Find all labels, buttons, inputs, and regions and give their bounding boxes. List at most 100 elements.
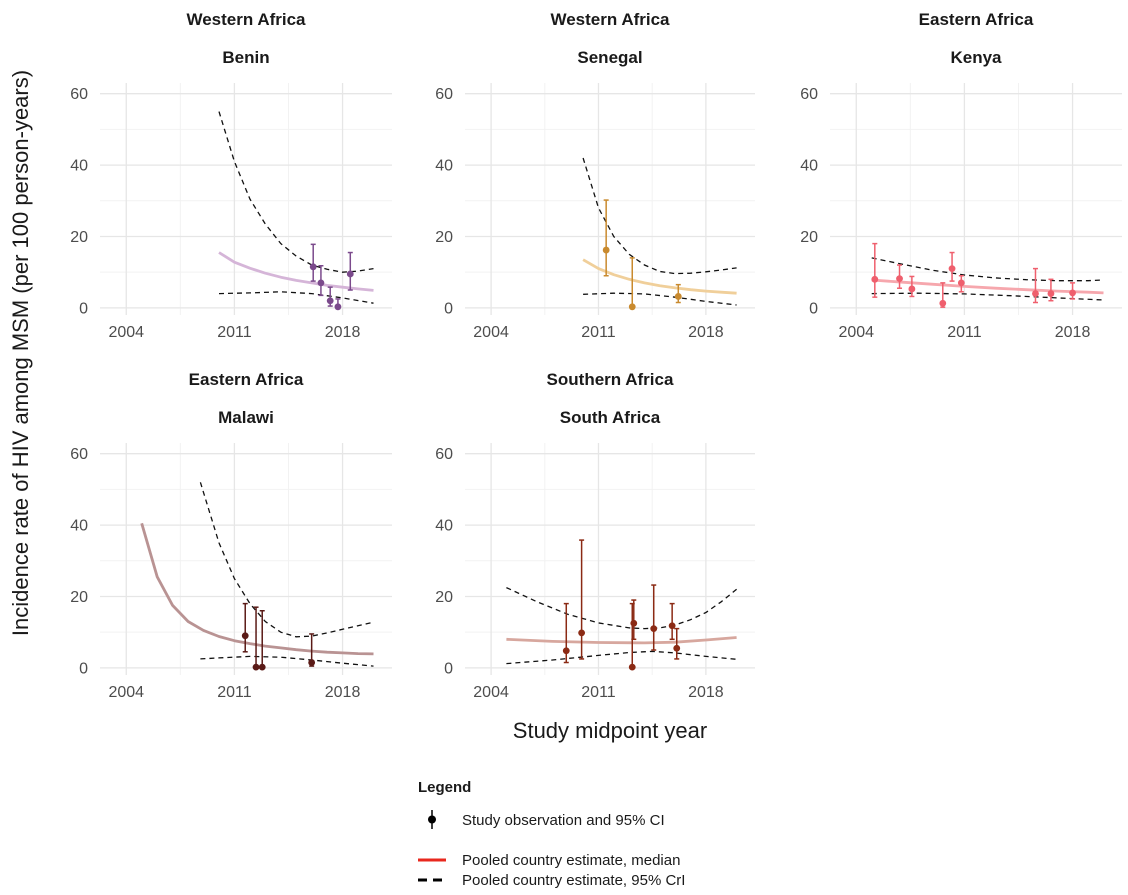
legend-observation-label: Study observation and 95% CI (462, 812, 665, 829)
crl-lower-line (218, 291, 374, 304)
x-tick-label: 2004 (838, 324, 874, 341)
y-tick-label: 20 (435, 589, 453, 606)
x-tick-label: 2011 (581, 684, 616, 701)
y-tick-label: 40 (70, 518, 88, 535)
panel-malawi: 2004 2011 2018 0 20 40 60 Eastern Africa Malawi (70, 370, 392, 701)
panel-benin: 2004 2011 2018 0 20 40 60 Western Africa Benin (70, 10, 392, 341)
observation-point (957, 279, 965, 287)
x-tick-label: 2011 (947, 324, 982, 341)
y-tick-label: 20 (70, 229, 88, 246)
observation-point (1032, 290, 1039, 297)
observation-point (871, 275, 879, 283)
x-tick-label: 2018 (325, 324, 361, 341)
y-tick-label: 0 (444, 660, 453, 677)
observation-point (668, 622, 676, 630)
panel-region-label: Western Africa (550, 10, 670, 29)
observation-point (562, 647, 570, 655)
legend-item-crl: Pooled country estimate, 95% CrI (418, 872, 685, 889)
x-tick-label: 2011 (581, 324, 616, 341)
legend-item-observation: Study observation and 95% CI (428, 810, 665, 829)
legend-item-median: Pooled country estimate, median (418, 852, 680, 869)
observation-point (674, 293, 682, 300)
crl-upper-line (218, 111, 374, 273)
y-tick-label: 0 (444, 300, 453, 317)
y-tick-label: 0 (79, 660, 88, 677)
y-tick-label: 20 (70, 589, 88, 606)
observation-point (650, 625, 658, 632)
observation-point (630, 619, 638, 627)
crl-upper-line (199, 482, 374, 638)
panel-region-label: Eastern Africa (919, 10, 1034, 29)
legend-crl-label: Pooled country estimate, 95% CrI (462, 872, 685, 889)
x-tick-label: 2011 (217, 684, 252, 701)
observation-point (308, 659, 316, 666)
observation-point (628, 663, 636, 671)
observation-point (241, 632, 249, 640)
y-tick-label: 40 (70, 158, 88, 175)
observation-point (317, 279, 325, 287)
x-tick-label: 2018 (325, 684, 361, 701)
x-tick-label: 2004 (108, 684, 144, 701)
y-tick-label: 60 (435, 446, 453, 463)
y-tick-label: 60 (70, 86, 88, 103)
crl-lower-line (506, 650, 737, 665)
panel-country-label: South Africa (560, 408, 661, 427)
y-axis-label: Incidence rate of HIV among MSM (per 100… (8, 70, 33, 636)
y-tick-label: 60 (70, 446, 88, 463)
panel-south-africa: 2004 2011 2018 0 20 40 60 Southern Africa South … (435, 370, 755, 701)
panel-country-label: Kenya (950, 48, 1002, 67)
observation-point (578, 629, 586, 637)
observation-point (252, 663, 260, 671)
panel-country-label: Senegal (577, 48, 642, 67)
observation-point (1047, 290, 1055, 297)
y-tick-label: 0 (809, 300, 818, 317)
x-tick-label: 2004 (108, 324, 144, 341)
crl-lower-line (871, 292, 1104, 301)
crl-upper-line (582, 157, 737, 275)
x-tick-label: 2018 (1055, 324, 1091, 341)
y-tick-label: 40 (435, 158, 453, 175)
crl-lower-line (200, 655, 374, 667)
observation-point (628, 303, 636, 311)
y-tick-label: 0 (79, 300, 88, 317)
median-line (871, 278, 1104, 295)
legend: Legend Study observation and 95% CI Pool… (418, 779, 685, 889)
y-tick-label: 40 (435, 518, 453, 535)
panel-country-label: Benin (222, 48, 269, 67)
observation-point (948, 265, 956, 272)
observation-point (908, 285, 916, 293)
y-tick-label: 20 (800, 229, 818, 246)
y-tick-label: 60 (800, 86, 818, 103)
x-tick-label: 2018 (688, 684, 724, 701)
x-tick-label: 2018 (688, 324, 724, 341)
legend-observation-point (428, 815, 436, 824)
x-tick-label: 2004 (473, 684, 509, 701)
median-line (218, 251, 374, 292)
observation-point (1069, 289, 1076, 297)
observation-point (334, 303, 342, 311)
legend-title: Legend (418, 779, 471, 796)
observation-point (346, 270, 354, 278)
x-tick-label: 2004 (473, 324, 509, 341)
panel-region-label: Western Africa (186, 10, 306, 29)
observation-point (673, 644, 681, 652)
crl-upper-line (506, 587, 738, 630)
panel-region-label: Eastern Africa (189, 370, 304, 389)
y-tick-label: 40 (800, 158, 818, 175)
median-line (140, 522, 374, 656)
y-tick-label: 20 (435, 229, 453, 246)
median-line (582, 258, 737, 295)
crl-lower-line (583, 292, 737, 306)
observation-point (326, 297, 334, 305)
x-tick-label: 2011 (217, 324, 252, 341)
median-line (506, 636, 737, 645)
panel-kenya: 2004 2011 2018 0 20 40 60 Eastern Africa Kenya (800, 10, 1122, 341)
panel-senegal: 2004 2011 2018 0 20 40 60 Western Africa Senegal (435, 10, 755, 341)
observation-point (309, 263, 317, 271)
observation-point (939, 299, 947, 307)
observation-point (602, 246, 610, 254)
legend-median-label: Pooled country estimate, median (462, 852, 680, 869)
x-axis-label: Study midpoint year (513, 718, 707, 743)
